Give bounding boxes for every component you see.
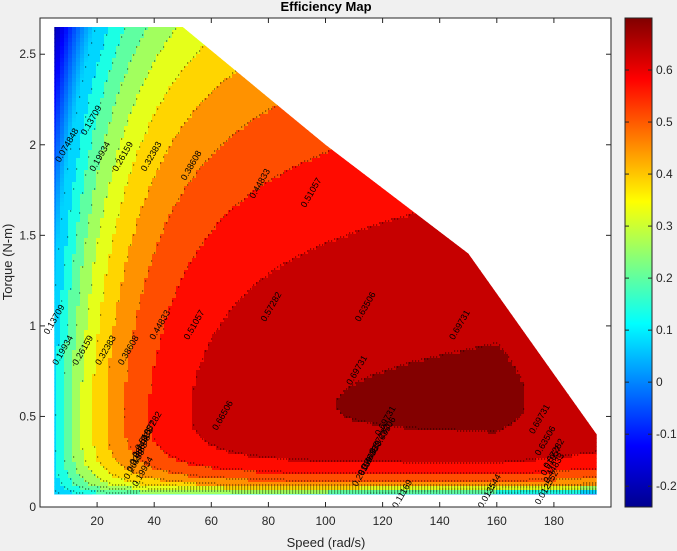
colorbar-tick-label: -0.1 [656,427,677,441]
x-tick-label: 80 [262,514,276,528]
colorbar-tick-label: 0 [656,375,663,389]
x-tick-label: 40 [148,514,162,528]
contour-lines [54,27,597,495]
colorbar-tick-label: 0.2 [656,271,673,285]
contour-line [337,342,525,432]
x-tick-label: 20 [90,514,104,528]
y-tick-label: 1 [29,319,36,333]
x-axis-ticks: 20 40 60 80 100 120 140 160 180 [90,18,564,528]
y-axis-ticks: 0 0.5 1 1.5 2 2.5 [19,47,611,514]
x-tick-label: 60 [205,514,219,528]
x-tick-label: 180 [544,514,564,528]
colorbar-tick-label: 0.4 [656,167,673,181]
y-axis-label: Torque (N-m) [0,224,15,301]
colorbar-tick-label: 0.1 [656,323,673,337]
y-tick-label: 0 [29,500,36,514]
y-tick-label: 1.5 [19,228,36,242]
x-tick-label: 140 [430,514,450,528]
x-tick-label: 120 [373,514,393,528]
contour-line [54,27,597,495]
colorbar-tick-label: 0.6 [656,63,673,77]
x-tick-label: 160 [487,514,507,528]
y-tick-label: 2 [29,138,36,152]
y-tick-label: 2.5 [19,47,36,61]
contour-line [94,27,597,488]
colorbar-tick-label: 0.5 [656,115,673,129]
chart-title: Efficiency Map [280,0,371,14]
x-axis-label: Speed (rad/s) [287,535,366,550]
colorbar [624,17,653,508]
y-tick-label: 0.5 [19,409,36,423]
x-tick-label: 100 [315,514,335,528]
colorbar-tick-label: -0.2 [656,479,677,493]
colorbar-ticks: -0.2 -0.1 0 0.1 0.2 0.3 0.4 0.5 0.6 [625,63,677,493]
colorbar-tick-label: 0.3 [656,219,673,233]
